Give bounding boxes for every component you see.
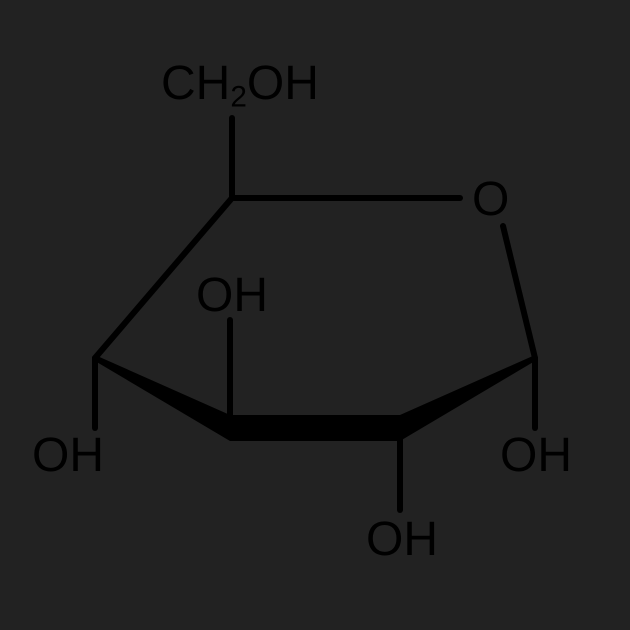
label-oh-c2: OH: [366, 512, 438, 567]
label-ch2oh: CH2OH: [161, 56, 319, 114]
label-ring-oxygen: O: [472, 172, 509, 227]
label-oh-c4: OH: [32, 428, 104, 483]
label-oh-c3: OH: [196, 268, 268, 323]
glucose-diagram: CH2OH O OH OH OH OH: [0, 0, 630, 630]
label-oh-c1: OH: [500, 428, 572, 483]
